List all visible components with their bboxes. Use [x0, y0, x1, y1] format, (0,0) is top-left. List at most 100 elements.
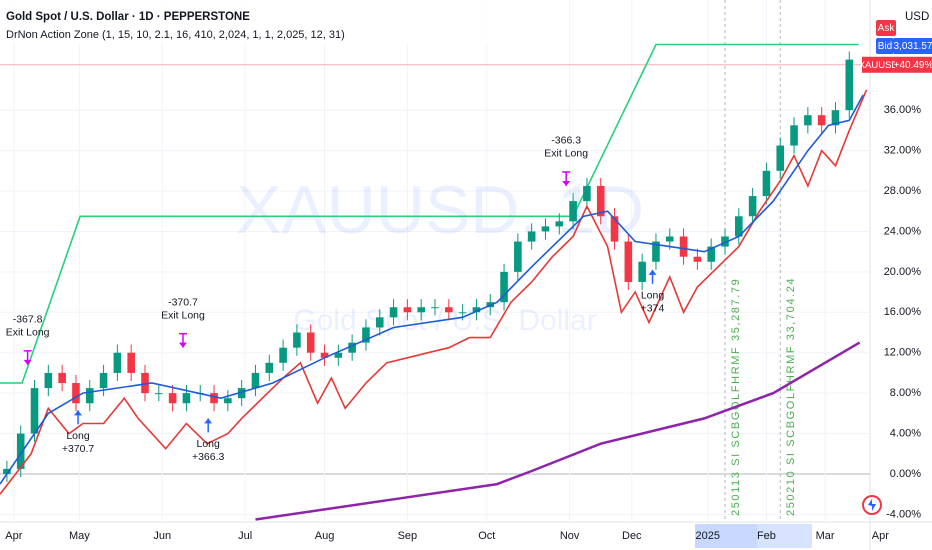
x-tick-label: Feb	[757, 530, 776, 542]
candle-body	[679, 236, 688, 257]
candle-body	[320, 352, 329, 358]
candle-body	[665, 236, 674, 242]
y-tick-label: 28.00%	[884, 185, 922, 197]
signal-label: +366.3	[192, 451, 225, 463]
candle-body	[596, 185, 605, 217]
date-highlight	[757, 524, 812, 548]
x-tick-label: Apr	[872, 530, 889, 542]
candle-body	[445, 307, 453, 313]
marker-label: 250210 SI SCBGOLFHRMF 33,704.24	[785, 277, 797, 516]
candle-body	[182, 393, 191, 404]
candle-body	[431, 307, 439, 309]
ask-label: Ask	[878, 23, 896, 34]
bid-label: Bid	[878, 41, 892, 52]
candle-body	[375, 317, 384, 328]
signal-arrow-head	[178, 342, 187, 348]
candle-body	[237, 388, 246, 399]
currency[interactable]: USD	[905, 11, 929, 23]
candle-body	[3, 468, 11, 474]
symbol-box	[862, 56, 895, 73]
candle-body	[72, 383, 80, 404]
signal-label: Long	[641, 290, 665, 302]
signal-label: -367.8	[13, 314, 43, 326]
candle-body	[458, 312, 467, 314]
signal-arrow-head	[74, 410, 83, 416]
candle-body	[541, 226, 550, 232]
candle-body	[417, 307, 425, 313]
indicator-line	[0, 89, 868, 495]
candle-body	[610, 216, 619, 242]
symbol-label: XAUUSD	[859, 60, 899, 71]
signal-arrow-head	[562, 180, 571, 186]
signal-label: -370.7	[168, 296, 198, 308]
indicator-legend[interactable]: DrNon Action Zone (1, 15, 10, 2.1, 16, 4…	[6, 29, 345, 41]
scale-labels: 36.00% 32.00% 28.00% 24.00% 20.00% 16.00% 12.0…	[5, 56, 932, 542]
candle-body	[44, 372, 53, 389]
x-tick-label: Jul	[238, 530, 252, 542]
candle-body	[389, 307, 398, 318]
candle-body	[707, 246, 715, 262]
plot-area: 250113 SI SCBGOLFHRMF 35,287.79 250210 SI…	[0, 0, 870, 522]
x-tick-label: Dec	[622, 530, 642, 542]
candle-body	[348, 342, 356, 353]
candle-body	[762, 170, 771, 197]
signal-arrow-head	[648, 269, 657, 275]
signal-arrow-head	[204, 418, 213, 424]
ask-box	[876, 20, 896, 36]
chart-title[interactable]: Gold Spot / U.S. Dollar · 1D · PEPPERSTO…	[6, 11, 250, 23]
x-tick-label: Mar	[816, 530, 835, 542]
signal-arrow-head	[23, 359, 32, 365]
candle-body	[155, 393, 163, 395]
signal-label: Exit Long	[544, 148, 588, 160]
y-tick-label: 20.00%	[884, 266, 922, 278]
candle-body	[624, 241, 633, 282]
signal-label: Exit Long	[161, 309, 205, 321]
indicator-line	[255, 341, 861, 521]
candle-body	[652, 241, 660, 262]
y-tick-label: 12.00%	[884, 347, 922, 359]
date-highlight	[695, 524, 757, 548]
indicator-line	[0, 94, 864, 485]
candle-body	[527, 231, 536, 242]
signal-label: -366.3	[551, 135, 581, 147]
candle-body	[362, 327, 370, 343]
candle-body	[265, 362, 274, 373]
candle-body	[58, 372, 66, 384]
candle-body	[555, 221, 564, 227]
candle-body	[735, 216, 743, 237]
candle-body	[514, 241, 522, 272]
signal-label: Exit Long	[6, 327, 50, 339]
x-tick-label: 2025	[695, 530, 719, 542]
change-box	[895, 56, 932, 73]
candle-body	[472, 307, 481, 313]
indicator-line	[0, 43, 859, 384]
bid-price: 3,031.57	[894, 41, 932, 52]
marker-label: 250113 SI SCBGOLFHRMF 35,287.79	[730, 278, 742, 516]
candle-body	[251, 372, 260, 389]
price-scale	[870, 0, 932, 550]
logo-bolt	[868, 499, 876, 511]
candle-body	[831, 110, 840, 126]
candle-body	[500, 271, 508, 303]
bid-box	[876, 38, 894, 54]
signal-label: Long	[196, 438, 220, 450]
y-tick-label: 4.00%	[890, 427, 921, 439]
watermark-symbol: XAUUSD, 1D	[236, 172, 644, 248]
x-tick-label: Oct	[478, 530, 495, 542]
candle-body	[804, 115, 812, 126]
candle-body	[279, 347, 287, 363]
candle-body	[748, 196, 757, 217]
signal-label: Long	[66, 430, 90, 442]
x-tick-label: Apr	[5, 530, 22, 542]
y-tick-label: 8.00%	[890, 387, 921, 399]
candle-body	[569, 201, 577, 222]
candle-body	[306, 332, 315, 353]
y-tick-label: -4.00%	[886, 508, 921, 520]
candle-body	[224, 398, 232, 404]
candle-body	[127, 352, 135, 373]
x-tick-label: Sep	[398, 530, 418, 542]
bid-price-box	[894, 38, 932, 54]
candle-body	[638, 261, 646, 282]
candle-body	[721, 236, 729, 247]
